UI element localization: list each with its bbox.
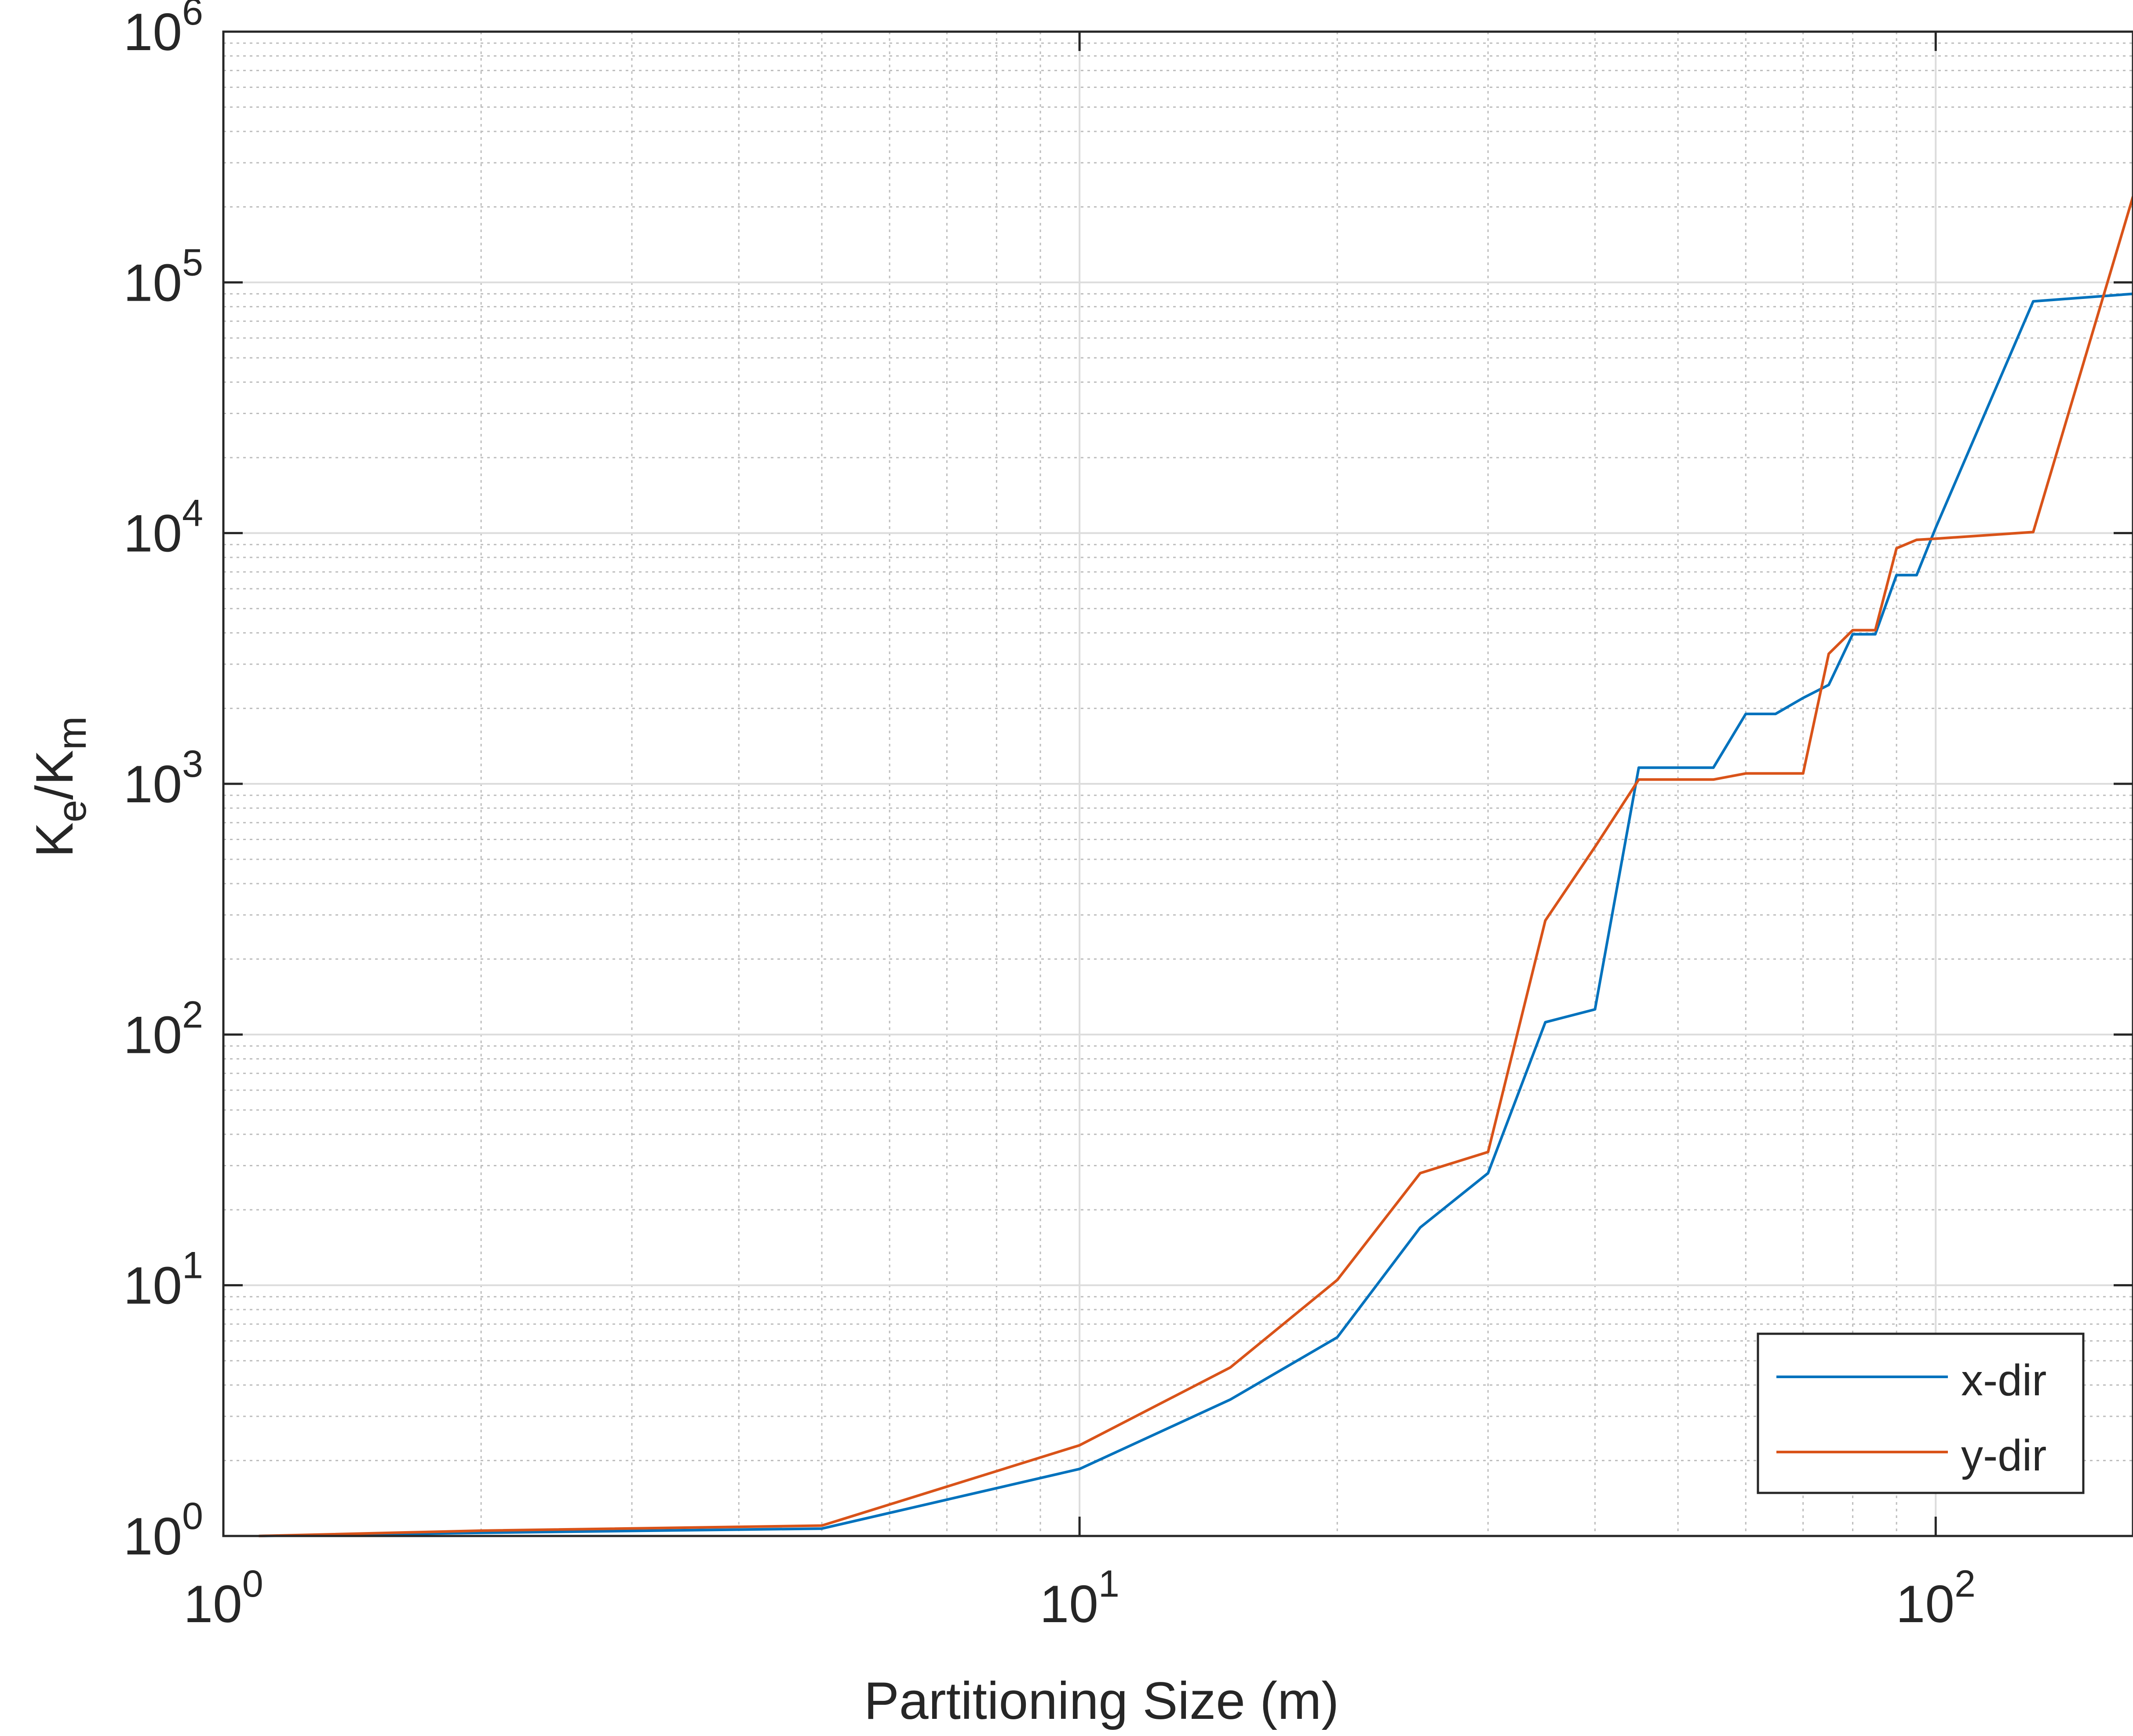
x-axis-label: Partitioning Size (m) [864,1671,1339,1730]
y-label-base2: K [25,750,84,785]
series-layer [259,196,2133,1537]
y-tick-label: 101 [124,1245,203,1315]
y-tick-label: 103 [124,743,203,814]
series-line-y-dir [259,196,2133,1537]
legend-box [1757,1332,2085,1494]
y-label-sub1: e [50,800,95,822]
y-label-sep: / [25,785,84,800]
y-tick-label: 105 [124,241,203,312]
x-axis-ticks: 100 101 102 [183,32,1976,1634]
y-tick-label: 106 [124,0,203,62]
x-tick-label: 100 [183,1563,263,1634]
y-label-sub2: m [50,716,95,750]
x-tick-label: 101 [1039,1563,1119,1634]
legend-label-y-dir: y-dir [1961,1431,2046,1480]
legend-label-x-dir: x-dir [1961,1356,2046,1405]
y-tick-label: 104 [124,492,203,563]
y-tick-label: 100 [124,1495,203,1566]
x-tick-label: 102 [1896,1563,1976,1634]
y-label-base1: K [25,823,84,858]
legend: x-dir y-dir [1757,1332,2085,1494]
y-tick-label: 102 [124,994,203,1064]
series-line-x-dir [259,292,2133,1537]
y-axis-ticks: 100 101 102 103 104 105 106 [124,0,2133,1566]
y-axis-label: Ke/Km [25,716,95,857]
